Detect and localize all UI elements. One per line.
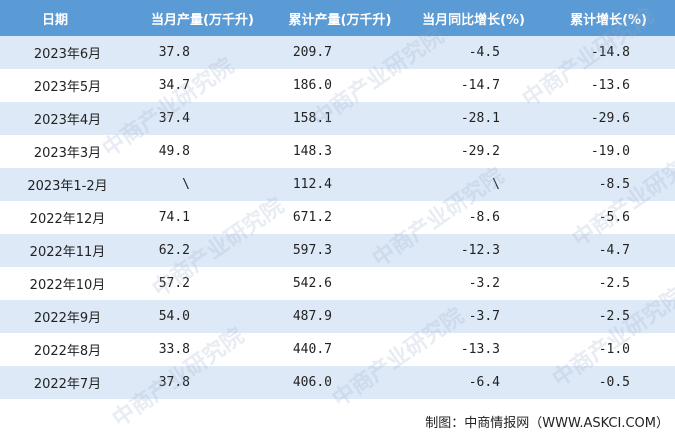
table-row: 2023年5月 34.7 186.0 -14.7 -13.6 <box>0 69 675 102</box>
table-row: 2022年11月 62.2 597.3 -12.3 -4.7 <box>0 234 675 267</box>
table-cell: 671.2 <box>292 210 332 225</box>
table-cell: 2022年9月 <box>0 300 135 333</box>
table-cell: 2022年12月 <box>29 212 106 227</box>
table-cell: 37.4 <box>135 102 270 135</box>
table-cell: -4.7 <box>545 234 675 267</box>
table-cell: -28.1 <box>410 102 545 135</box>
table-cell: 2022年10月 <box>29 278 106 293</box>
table-cell: 112.4 <box>270 168 410 201</box>
table-cell: -1.0 <box>598 342 630 357</box>
table-row: 2023年6月 37.8 209.7 -4.5 -14.8 <box>0 36 675 69</box>
table-cell: -13.3 <box>460 342 500 357</box>
table-cell: 2023年6月 <box>0 36 135 69</box>
table-cell: 33.8 <box>158 342 190 357</box>
table-body: 2023年6月 37.8 209.7 -4.5 -14.8 2023年5月 34.7 186.… <box>0 36 675 399</box>
table-cell: 597.3 <box>270 234 410 267</box>
table-row: 2023年1-2月 \ 112.4 \ -8.5 <box>0 168 675 201</box>
table-cell: -14.8 <box>545 36 675 69</box>
table-cell: \ <box>410 168 545 201</box>
table-row: 2022年9月 54.0 487.9 -3.7 -2.5 <box>0 300 675 333</box>
table-cell: -19.0 <box>590 144 630 159</box>
table-cell: 2023年4月 <box>0 102 135 135</box>
table-cell: 186.0 <box>292 78 332 93</box>
table-cell: -3.2 <box>468 276 500 291</box>
table-cell: 487.9 <box>270 300 410 333</box>
table-cell: 440.7 <box>292 342 332 357</box>
table-cell: 2022年11月 <box>0 234 135 267</box>
footer: 制图：中商情报网（WWW.ASKCI.COM） <box>425 416 669 431</box>
header-cell: 累计产量(万千升) <box>270 0 410 36</box>
table-cell: -4.5 <box>410 36 545 69</box>
header-cell: 当月同比增长(%) <box>410 0 545 36</box>
table-cell: -6.4 <box>410 366 545 399</box>
table-cell: 62.2 <box>135 234 270 267</box>
table-cell: -29.6 <box>545 102 675 135</box>
table-cell: 2023年1-2月 <box>0 168 135 201</box>
table-cell: -0.5 <box>545 366 675 399</box>
table-cell: 74.1 <box>158 210 190 225</box>
table-cell: 34.7 <box>158 78 190 93</box>
table-cell: 54.0 <box>135 300 270 333</box>
header-cell: 日期 <box>0 0 135 36</box>
table-row: 2023年3月 49.8 148.3 -29.2 -19.0 <box>0 135 675 168</box>
table-cell: 2023年5月 <box>33 80 102 95</box>
header-cell: 累计增长(%) <box>545 0 675 36</box>
table-row: 2022年10月 57.2 542.6 -3.2 -2.5 <box>0 267 675 300</box>
table-cell: \ <box>135 168 270 201</box>
table-cell: 57.2 <box>158 276 190 291</box>
table-cell: 2022年7月 <box>0 366 135 399</box>
table-cell: 2023年3月 <box>33 146 102 161</box>
table-cell: 406.0 <box>270 366 410 399</box>
table-row: 2022年7月 37.8 406.0 -6.4 -0.5 <box>0 366 675 399</box>
table-row: 2023年4月 37.4 158.1 -28.1 -29.6 <box>0 102 675 135</box>
header-cell: 当月产量(万千升) <box>135 0 270 36</box>
table-cell: -2.5 <box>598 276 630 291</box>
table-cell: 37.8 <box>135 366 270 399</box>
table-cell: -29.2 <box>460 144 500 159</box>
table-row: 2022年8月 33.8 440.7 -13.3 -1.0 <box>0 333 675 366</box>
table-cell: -12.3 <box>410 234 545 267</box>
table-cell: 209.7 <box>270 36 410 69</box>
table-cell: 158.1 <box>270 102 410 135</box>
table-cell: -14.7 <box>460 78 500 93</box>
header-row: 日期 当月产量(万千升) 累计产量(万千升) 当月同比增长(%) 累计增长(%) <box>0 0 675 36</box>
table-cell: -3.7 <box>410 300 545 333</box>
data-table: 日期 当月产量(万千升) 累计产量(万千升) 当月同比增长(%) 累计增长(%) 202… <box>0 0 675 399</box>
table-cell: -8.5 <box>545 168 675 201</box>
table-cell: 2022年8月 <box>33 344 102 359</box>
table-cell: 148.3 <box>292 144 332 159</box>
table-cell: -8.6 <box>468 210 500 225</box>
table-row: 2022年12月 74.1 671.2 -8.6 -5.6 <box>0 201 675 234</box>
table-cell: -5.6 <box>598 210 630 225</box>
table-cell: 542.6 <box>292 276 332 291</box>
table-cell: -13.6 <box>590 78 630 93</box>
table-cell: 49.8 <box>158 144 190 159</box>
table-cell: -2.5 <box>545 300 675 333</box>
table-cell: 37.8 <box>135 36 270 69</box>
